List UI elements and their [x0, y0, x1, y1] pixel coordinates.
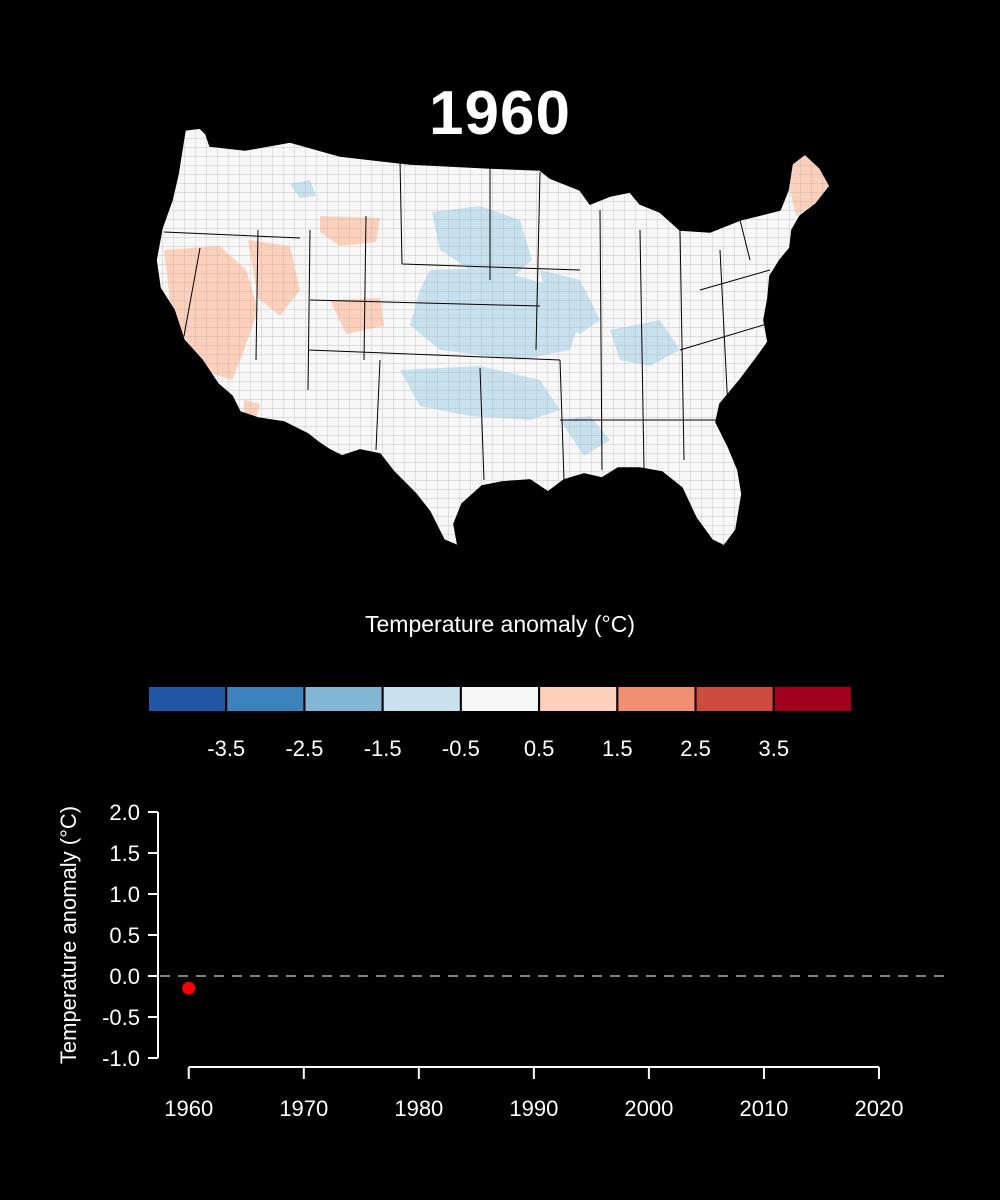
color-scale-swatch [381, 685, 462, 713]
color-scale-tick-label: -3.5 [207, 736, 246, 761]
y-axis-label: Temperature anomaly (°C) [56, 806, 81, 1064]
y-tick-label: -1.0 [102, 1046, 140, 1071]
year-title: 1960 [429, 79, 571, 148]
color-scale-tick-label: -0.5 [441, 736, 480, 761]
color-scale-tick-label: 3.5 [758, 736, 790, 761]
color-scale-bar [148, 685, 852, 713]
y-tick-label: 0.5 [109, 923, 140, 948]
x-tick-label: 1980 [394, 1096, 443, 1121]
color-scale-swatch [772, 685, 852, 713]
x-tick-label: 2000 [624, 1096, 673, 1121]
color-scale-swatch [694, 685, 775, 713]
color-scale-tick-label: 2.5 [680, 736, 711, 761]
color-scale-swatch [459, 685, 541, 713]
x-tick-label: 1960 [164, 1096, 213, 1121]
us-temperature-anomaly-map [155, 127, 831, 547]
color-scale-tick-label: 0.5 [523, 736, 555, 761]
color-scale-tick-label: -2.5 [285, 736, 324, 761]
anomaly-time-series-chart: -1.0 -0.5 0.0 0.5 1.0 1.5 2.0 1960 1970 1980 1990 2… [56, 800, 948, 1121]
x-tick-label: 1970 [279, 1096, 328, 1121]
y-tick-label: 1.0 [109, 882, 140, 907]
color-scale-swatch [303, 685, 384, 713]
color-scale-swatch [148, 685, 228, 713]
x-tick-label: 2020 [855, 1096, 904, 1121]
y-tick-label: 1.5 [109, 841, 140, 866]
x-tick-label: 2010 [739, 1096, 788, 1121]
color-scale-swatch [225, 685, 306, 713]
color-scale-tick-label: 1.5 [602, 736, 633, 761]
y-tick-label: 2.0 [109, 800, 140, 825]
state-boundaries [163, 159, 781, 481]
color-scale-swatch [616, 685, 697, 713]
county-boundaries [156, 128, 830, 546]
color-scale-labels: -3.5 -2.5 -1.5 -0.5 0.5 1.5 2.5 3.5 [0, 736, 1000, 766]
legend-title: Temperature anomaly (°C) [365, 611, 635, 637]
color-scale-tick-label: -1.5 [363, 736, 402, 761]
anomaly-point [182, 981, 196, 995]
y-tick-label: -0.5 [102, 1005, 140, 1030]
color-scale-swatch [538, 685, 619, 713]
y-tick-label: 0.0 [109, 964, 140, 989]
x-tick-label: 1990 [509, 1096, 558, 1121]
